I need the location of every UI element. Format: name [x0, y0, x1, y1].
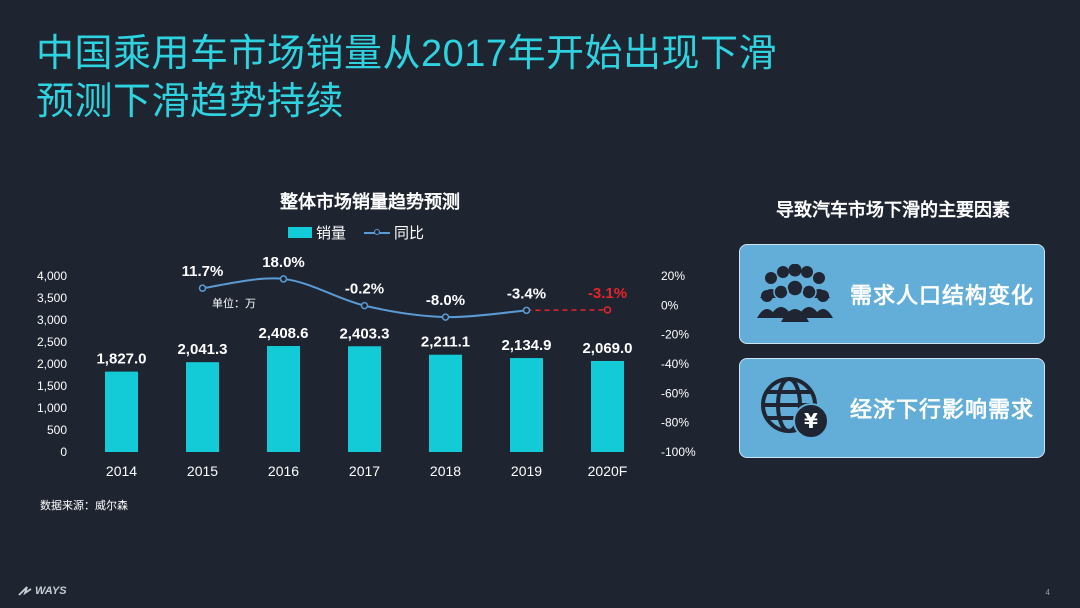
bar-2015 — [186, 362, 219, 452]
yoy-data-label: 18.0% — [262, 254, 305, 271]
y-right-tick-label: -40% — [661, 357, 689, 371]
bar-data-label: 2,134.9 — [501, 337, 551, 354]
slide-title-line-1: 中国乘用车市场销量从2017年开始出现下滑 — [36, 33, 778, 75]
bar-2020F — [591, 360, 624, 452]
bar-data-label: 2,408.6 — [258, 325, 308, 342]
people-group-icon — [740, 244, 850, 344]
y-left-tick-label: 1,000 — [37, 401, 67, 415]
ways-logo: WAYS — [18, 585, 67, 597]
y-left-tick-label: 3,000 — [37, 313, 67, 327]
data-source: 数据来源：威尔森 — [40, 500, 128, 512]
bar-data-label: 2,041.3 — [177, 341, 227, 358]
factor-card-demographics: 需求人口结构变化 — [739, 244, 1045, 344]
yoy-data-label: -8.0% — [426, 292, 465, 309]
y-left-tick-label: 3,500 — [37, 291, 67, 305]
y-right-tick-label: 20% — [661, 269, 685, 283]
unit-label: 单位：万 — [212, 298, 256, 310]
yoy-point-2020F — [603, 306, 612, 314]
factors-title: 导致汽车市场下滑的主要因素 — [776, 200, 1010, 220]
bar-data-label: 2,069.0 — [582, 340, 632, 357]
y-left-tick-label: 500 — [47, 423, 67, 437]
x-tick-label: 2020F — [588, 463, 628, 479]
y-right-tick-label: -20% — [661, 328, 689, 342]
bar-data-label: 1,827.0 — [96, 351, 146, 368]
legend-swatch-line — [364, 227, 391, 239]
bar-2019 — [510, 358, 543, 452]
yoy-point-2019 — [522, 306, 531, 315]
yoy-point-2016 — [279, 275, 288, 283]
y-left-tick-label: 0 — [60, 445, 67, 459]
svg-text:¥: ¥ — [804, 409, 818, 433]
legend-item-sales: 销量 — [288, 222, 346, 243]
yoy-point-2015 — [198, 284, 207, 292]
y-right-tick-label: 0% — [661, 298, 679, 312]
factor-label-economy: 经济下行影响需求 — [850, 397, 1035, 422]
chart-legend: 销量 同比 — [288, 222, 424, 243]
globe-yen-icon: ¥ — [740, 358, 850, 458]
legend-label-sales: 销量 — [316, 225, 347, 242]
yoy-point-2018 — [441, 313, 450, 321]
logo-mark-icon — [18, 586, 32, 596]
yoy-data-label: -0.2% — [345, 281, 384, 298]
yoy-point-2017 — [360, 301, 369, 310]
slide-title: 中国乘用车市场销量从2017年开始出现下滑 预测下滑趋势持续 — [36, 30, 777, 126]
y-right-tick-label: -80% — [661, 416, 689, 430]
bar-2018 — [429, 354, 462, 452]
bar-2014 — [105, 371, 138, 452]
chart-title: 整体市场销量趋势预测 — [280, 192, 460, 212]
x-tick-label: 2019 — [511, 463, 542, 479]
x-tick-label: 2014 — [106, 463, 137, 479]
factor-label-demographics: 需求人口结构变化 — [850, 283, 1035, 308]
bar-2016 — [267, 346, 300, 452]
y-left-tick-label: 4,000 — [37, 269, 67, 283]
y-left-tick-label: 1,500 — [37, 379, 67, 393]
x-tick-label: 2016 — [268, 463, 299, 479]
x-tick-label: 2017 — [349, 463, 380, 479]
legend-swatch-bar — [288, 227, 312, 238]
y-right-tick-label: -60% — [661, 386, 689, 400]
bar-data-label: 2,211.1 — [421, 334, 470, 351]
x-tick-label: 2018 — [430, 463, 461, 479]
yoy-data-label: -3.4% — [507, 285, 546, 302]
bar-data-label: 2,403.3 — [339, 325, 389, 342]
x-tick-label: 2015 — [187, 463, 218, 479]
yoy-data-label: 11.7% — [182, 263, 224, 280]
y-left-tick-label: 2,500 — [37, 335, 67, 349]
y-right-tick-label: -100% — [661, 445, 696, 459]
page-number: 4 — [1045, 588, 1050, 597]
y-left-tick-label: 2,000 — [37, 357, 67, 371]
factor-card-economy: ¥ 经济下行影响需求 — [739, 358, 1045, 458]
yoy-data-label: -3.1% — [588, 285, 627, 302]
legend-item-yoy: 同比 — [364, 222, 424, 243]
bar-2017 — [348, 346, 381, 452]
legend-label-yoy: 同比 — [394, 225, 425, 242]
slide-title-line-2: 预测下滑趋势持续 — [36, 81, 345, 123]
logo-text: WAYS — [35, 585, 67, 597]
